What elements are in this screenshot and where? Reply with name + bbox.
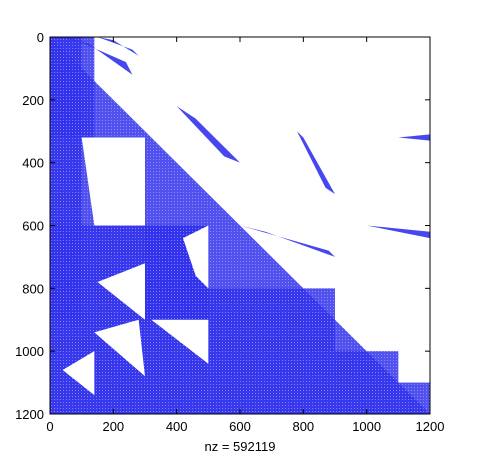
nonzero-block-6 [208, 288, 335, 414]
nonzero-band-2 [176, 106, 240, 163]
y-axis: 0 200 400 600 800 1000 1200 [15, 30, 430, 422]
y-tick-label: 1200 [15, 407, 44, 422]
x-tick-label: 1000 [352, 419, 381, 434]
x-tick-label: 400 [166, 419, 188, 434]
empty-region-5 [94, 319, 145, 377]
y-tick-label: 600 [22, 219, 44, 234]
x-tick-label: 800 [292, 419, 314, 434]
nonzero-band-4 [297, 131, 335, 195]
plot-area [49, 36, 431, 415]
nonzero-pattern [50, 37, 430, 414]
x-axis-label: nz = 592119 [205, 439, 276, 454]
nonzero-block-8 [398, 382, 430, 414]
nonzero-band-6 [398, 134, 430, 141]
x-tick-label: 0 [46, 419, 53, 434]
x-tick-label: 1200 [416, 419, 445, 434]
empty-region-4 [62, 351, 95, 396]
empty-region-3 [151, 319, 209, 364]
x-tick-label: 200 [102, 419, 124, 434]
empty-region-0 [81, 137, 145, 226]
x-tick-label: 600 [229, 419, 251, 434]
empty-region-2 [97, 263, 145, 320]
nonzero-band-5 [366, 225, 430, 239]
y-tick-label: 400 [22, 156, 44, 171]
y-tick-label: 200 [22, 93, 44, 108]
y-tick-label: 0 [37, 30, 44, 45]
y-tick-label: 1000 [15, 344, 44, 359]
y-tick-label: 800 [22, 281, 44, 296]
nonzero-block-7 [335, 351, 399, 414]
empty-region-1 [183, 225, 209, 289]
x-axis: 0 200 400 600 800 1000 1200 [46, 37, 444, 434]
